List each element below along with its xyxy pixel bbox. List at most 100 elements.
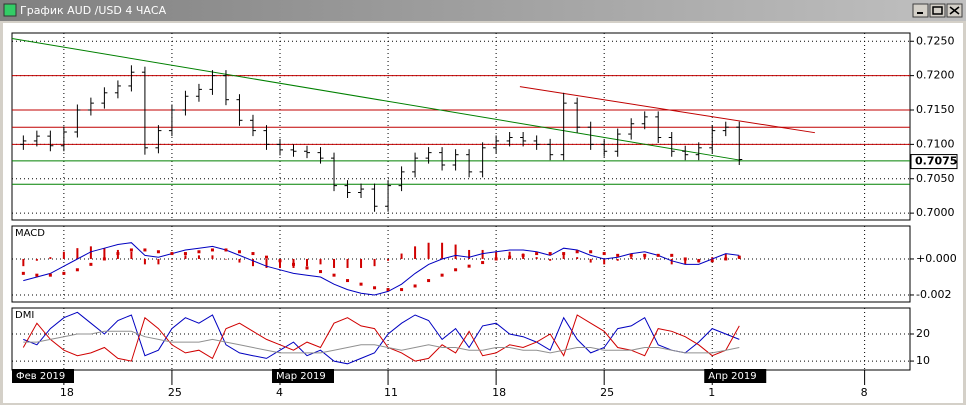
macd-signal-point xyxy=(129,248,133,252)
macd-signal-point xyxy=(413,284,417,288)
macd-signal-point xyxy=(21,271,25,275)
macd-histogram-bar xyxy=(251,258,254,267)
macd-signal-point xyxy=(170,252,174,256)
macd-signal-point xyxy=(264,255,268,259)
macd-histogram-bar xyxy=(562,253,565,259)
x-tick-label: 8 xyxy=(861,386,868,399)
y-tick-label: 0.7000 xyxy=(916,206,955,219)
period-label: Мар 2019 xyxy=(276,371,326,382)
macd-histogram-bar xyxy=(549,258,552,261)
macd-signal-point xyxy=(508,255,512,259)
macd-histogram-bar xyxy=(387,258,390,261)
y-tick-label: 0.7100 xyxy=(916,137,955,150)
x-tick-label: 18 xyxy=(492,386,506,399)
macd-histogram-bar xyxy=(724,253,727,259)
macd-histogram-bar xyxy=(481,249,484,259)
macd-histogram-bar xyxy=(535,257,538,259)
y-tick-label: 20 xyxy=(916,327,930,340)
macd-histogram-bar xyxy=(495,251,498,259)
macd-signal-point xyxy=(319,270,323,274)
macd-histogram-bar xyxy=(306,258,309,267)
y-tick-label: +0.000 xyxy=(916,252,957,265)
macd-signal-point xyxy=(575,250,579,254)
macd-histogram-bar xyxy=(333,258,336,268)
macd-histogram-bar xyxy=(414,246,417,259)
macd-signal-point xyxy=(183,252,187,256)
period-label-box xyxy=(271,369,334,383)
macd-signal-point xyxy=(75,268,79,272)
macd-histogram-bar xyxy=(130,251,133,259)
macd-signal-point xyxy=(62,271,66,275)
macd-signal-point xyxy=(292,262,296,266)
macd-signal-point xyxy=(602,252,606,256)
macd-histogram-bar xyxy=(238,258,241,263)
macd-signal-point xyxy=(629,253,633,257)
macd-signal-point xyxy=(197,250,201,254)
macd-signal-point xyxy=(467,264,471,268)
period-label: Апр 2019 xyxy=(708,371,756,382)
macd-signal-point xyxy=(548,252,552,256)
macd-histogram-bar xyxy=(684,258,687,265)
macd-histogram-bar xyxy=(170,258,173,260)
macd-signal-point xyxy=(683,257,687,261)
macd-signal-point xyxy=(535,252,539,256)
y-tick-label: 0.7150 xyxy=(916,103,955,116)
macd-signal-point xyxy=(210,248,214,252)
macd-histogram-bar xyxy=(360,258,363,268)
macd-signal-point xyxy=(373,286,377,290)
macd-signal-point xyxy=(737,255,741,259)
macd-signal-point xyxy=(346,279,350,283)
macd-histogram-bar xyxy=(346,258,349,268)
y-tick-label: 10 xyxy=(916,354,930,367)
title-bar xyxy=(0,0,966,21)
macd-histogram-bar xyxy=(616,258,619,261)
macd-signal-point xyxy=(332,273,336,277)
macd-signal-point xyxy=(386,288,390,292)
macd-histogram-bar xyxy=(373,258,376,267)
macd-histogram-bar xyxy=(468,249,471,259)
dmi-line xyxy=(23,311,740,365)
macd-histogram-bar xyxy=(400,253,403,259)
y-tick-label: 0.7250 xyxy=(916,34,955,47)
macd-signal-point xyxy=(724,257,728,261)
macd-signal-point xyxy=(710,259,714,263)
macd-signal-point xyxy=(102,257,106,261)
macd-histogram-bar xyxy=(62,251,65,259)
macd-signal-point xyxy=(427,279,431,283)
macd-histogram-bar xyxy=(49,257,52,259)
x-tick-label: 18 xyxy=(60,386,74,399)
macd-histogram-bar xyxy=(211,255,214,259)
macd-histogram-bar xyxy=(103,248,106,259)
macd-signal-point xyxy=(35,273,39,277)
x-tick-label: 1 xyxy=(708,386,715,399)
panel-title: MACD xyxy=(15,228,45,239)
macd-signal-point xyxy=(656,253,660,257)
macd-histogram-bar xyxy=(576,257,579,259)
macd-histogram-bar xyxy=(157,258,160,265)
macd-signal-point xyxy=(400,288,404,292)
panel-frame xyxy=(11,307,911,371)
window-icon xyxy=(3,3,17,17)
macd-histogram-bar xyxy=(224,258,227,260)
window-buttons[interactable] xyxy=(912,3,963,18)
macd-signal-point xyxy=(305,266,309,270)
panel-frame xyxy=(11,225,911,303)
macd-histogram-bar xyxy=(265,258,268,268)
close-icon xyxy=(949,6,960,15)
macd-signal-point xyxy=(616,253,620,257)
macd-signal-point xyxy=(589,250,593,254)
minimize-button[interactable] xyxy=(912,3,929,18)
macd-signal-point xyxy=(440,273,444,277)
panel-frame xyxy=(11,32,911,221)
macd-signal-point xyxy=(89,262,93,266)
trend-line xyxy=(519,86,815,134)
dmi-line xyxy=(23,330,740,354)
macd-histogram-bar xyxy=(454,244,457,259)
x-tick-label: 11 xyxy=(384,386,398,399)
dmi-line xyxy=(22,314,740,362)
macd-signal-point xyxy=(521,253,525,257)
macd-signal-point xyxy=(670,253,674,257)
macd-signal-point xyxy=(143,248,147,252)
macd-histogram-bar xyxy=(427,242,430,259)
